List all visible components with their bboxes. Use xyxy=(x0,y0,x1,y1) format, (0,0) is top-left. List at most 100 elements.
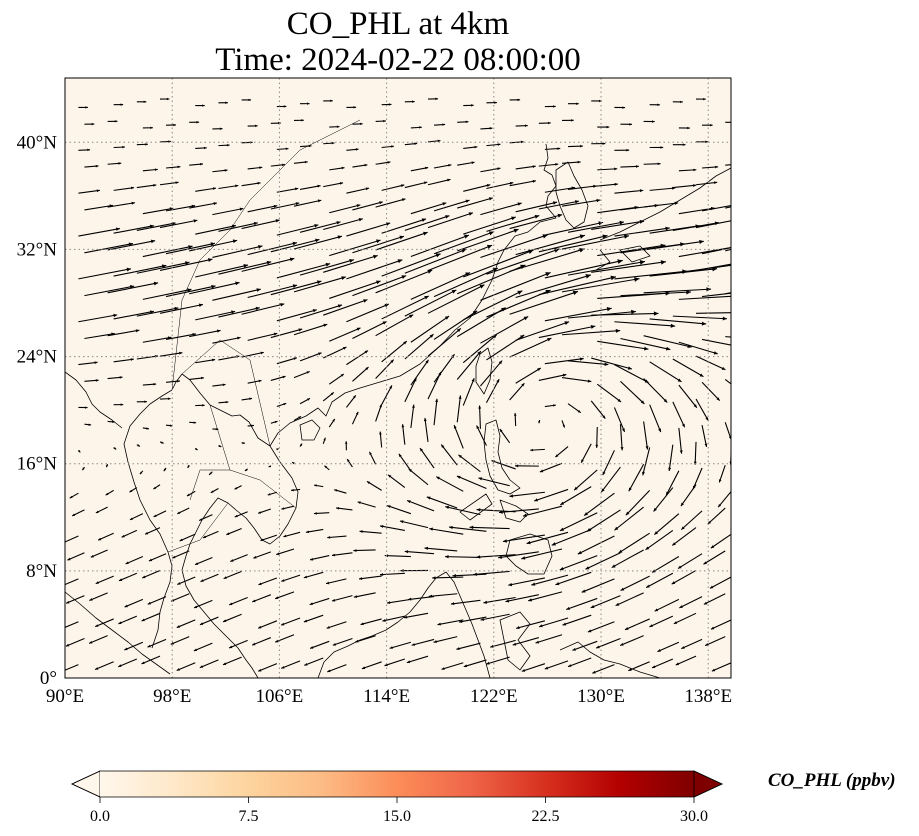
wind-arrow xyxy=(386,505,412,515)
wind-arrow xyxy=(701,205,731,212)
wind-arrow xyxy=(441,662,464,670)
wind-arrow xyxy=(228,639,248,649)
wind-arrow xyxy=(457,197,493,209)
wind-arrow xyxy=(359,530,382,534)
wind-arrow xyxy=(129,487,138,493)
wind-arrow xyxy=(293,199,322,207)
wind-arrow xyxy=(199,616,219,626)
wind-arrow xyxy=(352,275,407,297)
wind-arrow xyxy=(480,167,501,173)
wind-arrow xyxy=(293,370,310,379)
wind-arrow xyxy=(139,470,144,475)
lat-tick-label: 8°N xyxy=(26,561,57,582)
wind-arrow xyxy=(653,487,674,512)
wind-arrow xyxy=(649,404,662,433)
wind-arrow xyxy=(587,621,615,633)
wind-arrow xyxy=(555,571,592,586)
wind-arrow xyxy=(381,340,408,363)
wind-arrow xyxy=(614,226,670,237)
wind-arrow xyxy=(566,597,598,611)
wind-arrow xyxy=(218,400,229,404)
wind-arrow xyxy=(153,510,167,518)
wind-arrow xyxy=(701,247,731,255)
wind-arrow xyxy=(159,219,198,229)
wind-arrow xyxy=(725,164,731,166)
wind-arrow xyxy=(293,276,346,293)
wind-arrow xyxy=(591,357,633,370)
wind-arrow xyxy=(651,556,680,573)
wind-arrow xyxy=(78,106,88,109)
wind-arrow xyxy=(544,105,556,108)
wind-arrow xyxy=(327,535,347,539)
wind-arrow xyxy=(187,464,190,469)
wind-arrow xyxy=(212,336,241,344)
wind-arrow xyxy=(572,640,598,651)
wind-arrow xyxy=(595,427,599,448)
wind-arrow xyxy=(614,364,649,384)
wind-arrow xyxy=(375,359,395,379)
wind-arrow xyxy=(136,400,147,403)
wind-arrow xyxy=(590,400,606,419)
wind-arrow xyxy=(141,612,161,622)
wind-arrow xyxy=(121,529,138,538)
wind-arrow xyxy=(509,491,545,498)
wind-arrow xyxy=(433,199,470,212)
lon-tick-label: 98°E xyxy=(153,686,191,707)
wind-arrow xyxy=(561,234,630,250)
wind-arrow xyxy=(189,281,240,295)
wind-arrow xyxy=(113,103,124,106)
lon-tick-label: 138°E xyxy=(684,686,732,707)
coastline-luzon xyxy=(483,419,521,495)
wind-arrow xyxy=(323,299,368,316)
wind-arrow xyxy=(331,552,353,557)
wind-arrow xyxy=(538,200,580,210)
wind-arrow xyxy=(326,621,347,629)
wind-arrow xyxy=(65,578,79,586)
wind-arrow xyxy=(78,148,91,152)
wind-arrow xyxy=(725,248,731,252)
wind-arrow xyxy=(283,531,301,538)
wind-arrow xyxy=(649,318,707,326)
wind-arrow xyxy=(153,484,161,490)
wind-arrow xyxy=(613,407,626,433)
wind-arrow xyxy=(323,218,363,231)
wind-arrow xyxy=(509,337,552,358)
wind-arrow xyxy=(458,454,481,473)
wind-arrow xyxy=(118,615,138,625)
wind-arrow xyxy=(427,244,493,271)
wind-arrow xyxy=(241,219,280,230)
wind-arrow xyxy=(401,424,406,445)
wind-arrow xyxy=(212,383,226,387)
wind-arrow xyxy=(704,636,726,647)
wind-arrow xyxy=(458,616,487,624)
wind-arrow xyxy=(538,275,617,296)
wind-arrow xyxy=(568,360,609,366)
coastline-myanmar xyxy=(123,389,173,649)
wind-arrow xyxy=(513,413,517,427)
wind-arrow xyxy=(480,202,522,216)
wind-arrow xyxy=(592,664,615,674)
wind-arrow xyxy=(176,619,196,629)
wind-arrow xyxy=(407,596,435,601)
wind-arrow xyxy=(381,103,392,106)
coastline-malaya xyxy=(181,569,259,678)
wind-arrow xyxy=(241,397,253,401)
colorbar-tick-label: 7.5 xyxy=(239,808,259,825)
wind-arrow xyxy=(170,636,190,645)
wind-arrow xyxy=(252,594,272,603)
wind-arrow xyxy=(113,145,126,149)
wind-arrow xyxy=(136,261,190,274)
wind-arrow xyxy=(163,467,167,472)
wind-arrow xyxy=(274,591,295,600)
wind-arrow xyxy=(276,262,331,279)
wind-arrow xyxy=(353,592,376,598)
wind-arrow xyxy=(165,242,215,255)
wind-arrow xyxy=(678,168,697,172)
wind-arrow xyxy=(672,401,686,428)
wind-arrow xyxy=(84,423,92,426)
wind-arrow xyxy=(410,315,450,343)
wind-arrow xyxy=(642,447,651,476)
wind-arrow xyxy=(293,235,343,250)
wind-arrow xyxy=(591,99,602,103)
colorbar-bar xyxy=(100,771,694,797)
